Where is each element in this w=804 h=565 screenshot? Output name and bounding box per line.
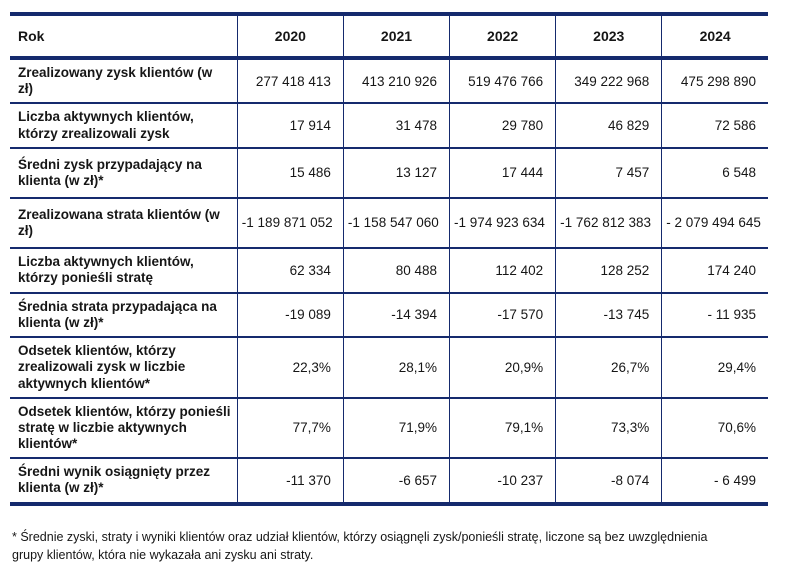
cell-value: 62 334	[236, 246, 344, 293]
col-header-2021: 2021	[342, 14, 450, 60]
col-header-2022: 2022	[449, 14, 556, 60]
cell-value: 349 222 968	[555, 56, 662, 104]
cell-value: -17 570	[449, 291, 556, 338]
row-label: Średnia strata przypadająca na klienta (…	[10, 291, 238, 338]
table-row-realized-loss: Zrealizowana strata klientów (w zł) -1 1…	[10, 196, 768, 248]
cell-value: 72 586	[661, 102, 768, 148]
cell-value: -1 158 547 060	[342, 196, 450, 248]
cell-value: 17 914	[236, 102, 344, 148]
cell-value: 128 252	[555, 246, 662, 293]
cell-value: 22,3%	[236, 336, 344, 398]
cell-value: 277 418 413	[236, 56, 344, 104]
cell-value: 6 548	[661, 146, 768, 198]
row-label: Zrealizowany zysk klientów (w zł)	[10, 56, 238, 104]
cell-value: 29 780	[449, 102, 556, 148]
cell-value: 112 402	[449, 246, 556, 293]
table-row-clients-with-loss: Liczba aktywnych klientów, którzy ponieś…	[10, 246, 768, 293]
row-label: Odsetek klientów, którzy zrealizowali zy…	[10, 336, 238, 398]
col-header-2024: 2024	[661, 14, 768, 60]
footnote: * Średnie zyski, straty i wyniki klientó…	[12, 530, 708, 562]
cell-value: 15 486	[236, 146, 344, 198]
cell-value: 71,9%	[342, 396, 450, 459]
row-label: Liczba aktywnych klientów, którzy ponieś…	[10, 246, 238, 293]
cell-value: 413 210 926	[342, 56, 450, 104]
col-header-2020: 2020	[236, 14, 344, 60]
cell-value: - 11 935	[661, 291, 768, 338]
table-row-avg-loss-per-client: Średnia strata przypadająca na klienta (…	[10, 291, 768, 338]
row-label: Średni zysk przypadający na klienta (w z…	[10, 146, 238, 198]
results-table: Rok 2020 2021 2022 2023 2024 Zrealizowan…	[10, 12, 768, 506]
table-row-pct-clients-profit: Odsetek klientów, którzy zrealizowali zy…	[10, 336, 768, 398]
cell-value: -1 974 923 634	[449, 196, 556, 248]
cell-value: 26,7%	[555, 336, 662, 398]
cell-value: 77,7%	[236, 396, 344, 459]
cell-value: -8 074	[555, 457, 662, 504]
cell-value: 20,9%	[449, 336, 556, 398]
cell-value: 46 829	[555, 102, 662, 148]
cell-value: 70,6%	[661, 396, 768, 459]
cell-value: -11 370	[236, 457, 344, 504]
row-label: Średni wynik osiągnięty przez klienta (w…	[10, 457, 238, 504]
table-row-pct-clients-loss: Odsetek klientów, którzy ponieśli stratę…	[10, 396, 768, 459]
cell-value: 13 127	[342, 146, 450, 198]
cell-value: 174 240	[661, 246, 768, 293]
col-header-rok: Rok	[10, 14, 238, 60]
cell-value: - 6 499	[661, 457, 768, 504]
cell-value: 475 298 890	[661, 56, 768, 104]
table-row-realized-profit: Zrealizowany zysk klientów (w zł) 277 41…	[10, 56, 768, 104]
table-row-clients-with-profit: Liczba aktywnych klientów, którzy zreali…	[10, 102, 768, 148]
cell-value: -14 394	[342, 291, 450, 338]
cell-value: 80 488	[342, 246, 450, 293]
cell-value: 519 476 766	[449, 56, 556, 104]
cell-value: 73,3%	[555, 396, 662, 459]
row-label: Liczba aktywnych klientów, którzy zreali…	[10, 102, 238, 148]
header-row: Rok 2020 2021 2022 2023 2024	[10, 14, 768, 60]
cell-value: 31 478	[342, 102, 450, 148]
cell-value: -6 657	[342, 457, 450, 504]
cell-value: 7 457	[555, 146, 662, 198]
row-label: Odsetek klientów, którzy ponieśli stratę…	[10, 396, 238, 459]
table-row-avg-profit-per-client: Średni zysk przypadający na klienta (w z…	[10, 146, 768, 198]
cell-value: -1 762 812 383	[555, 196, 662, 248]
cell-value: -13 745	[555, 291, 662, 338]
cell-value: -10 237	[449, 457, 556, 504]
cell-value: 28,1%	[342, 336, 450, 398]
cell-value: 17 444	[449, 146, 556, 198]
cell-value: -1 189 871 052	[236, 196, 344, 248]
cell-value: 79,1%	[449, 396, 556, 459]
col-header-2023: 2023	[555, 14, 662, 60]
cell-value: 29,4%	[661, 336, 768, 398]
cell-value: -19 089	[236, 291, 344, 338]
cell-value: - 2 079 494 645	[661, 196, 768, 248]
table-row-avg-result-per-client: Średni wynik osiągnięty przez klienta (w…	[10, 457, 768, 504]
row-label: Zrealizowana strata klientów (w zł)	[10, 196, 238, 248]
